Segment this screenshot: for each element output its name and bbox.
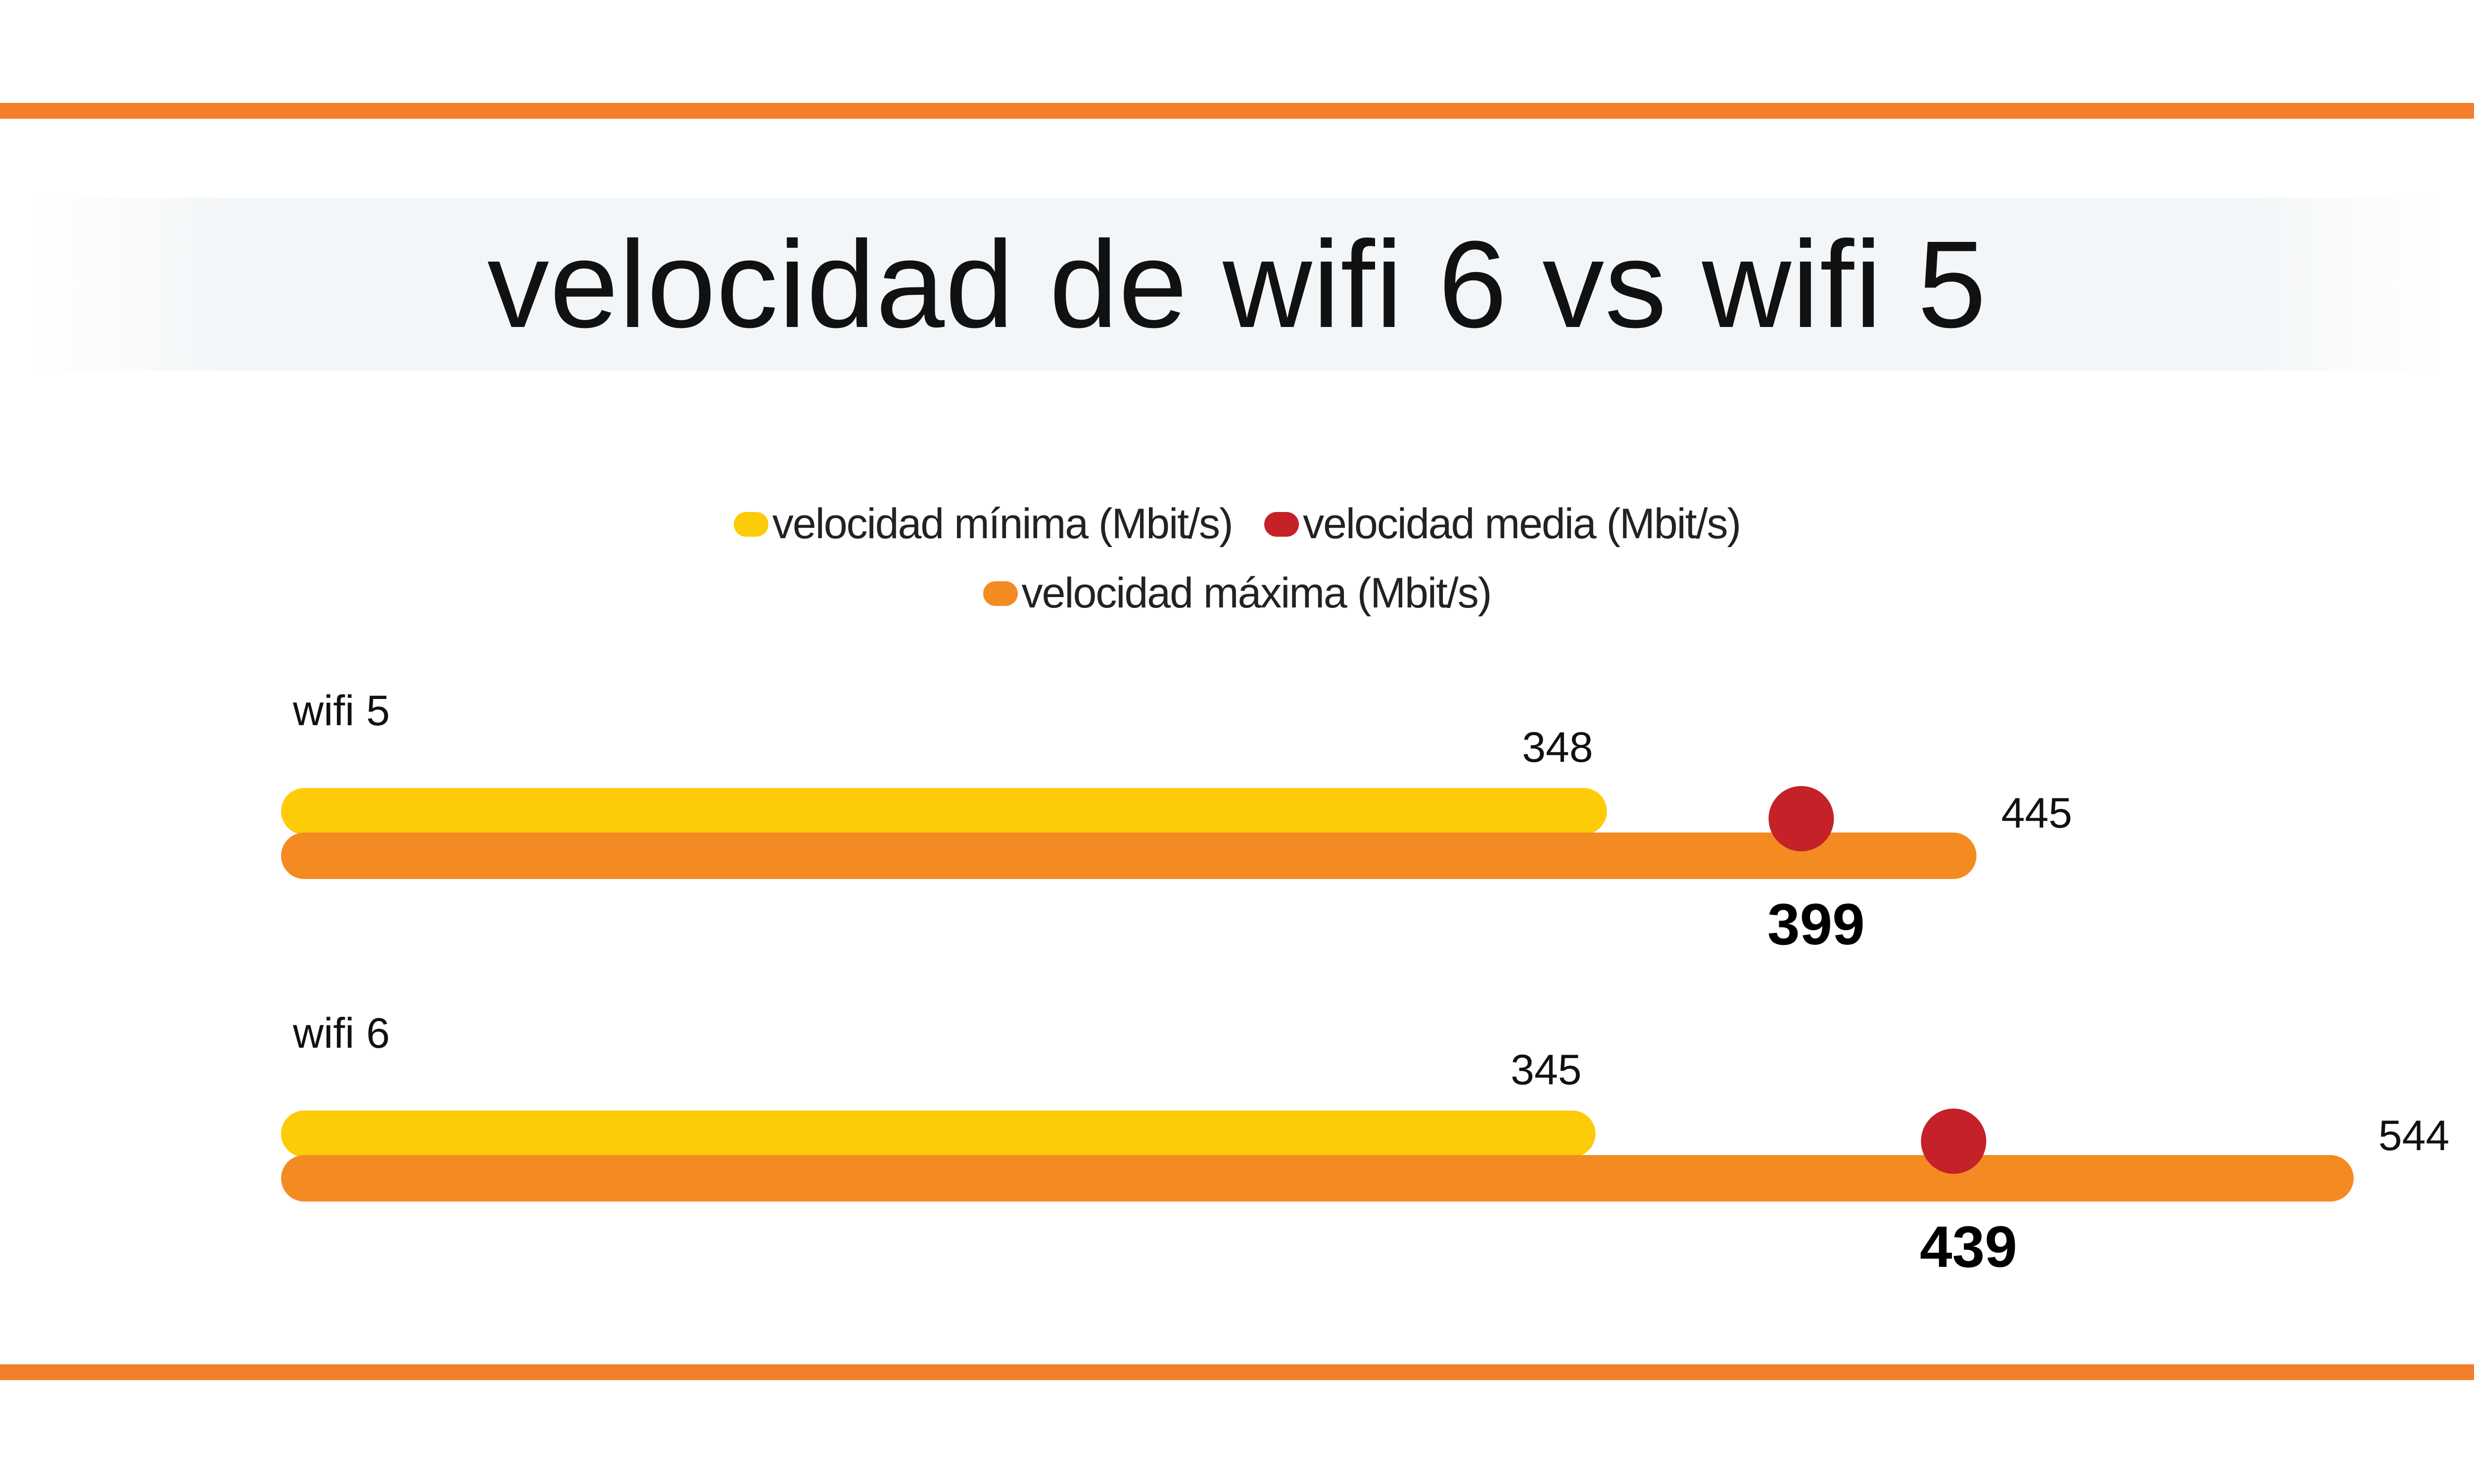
min-value-label-row-1: 348	[1522, 724, 1593, 771]
legend-swatch-minimum	[733, 511, 768, 537]
legend-label-minimum: velocidad mínima (Mbit/s)	[772, 500, 1234, 548]
chart-title: velocidad de wifi 6 vs wifi 5	[487, 215, 1987, 353]
category-label-row-1: wifi 5	[292, 687, 390, 735]
max-bar-row-2	[281, 1155, 2354, 1202]
mean-dot-row-1	[1768, 786, 1834, 851]
legend-item-mean: velocidad media (Mbit/s)	[1264, 500, 1741, 549]
legend-swatch-maximum	[983, 581, 1018, 606]
legend-item-maximum: velocidad máxima (Mbit/s)	[983, 569, 1492, 618]
top-rule	[0, 103, 2474, 119]
legend: velocidad mínima (Mbit/s) velocidad medi…	[0, 500, 2474, 549]
min-bar-row-1	[281, 788, 1607, 835]
bottom-rule	[0, 1364, 2474, 1380]
max-value-label-row-1: 445	[2001, 789, 2073, 837]
max-value-label-row-2: 544	[2379, 1112, 2450, 1159]
category-label-row-2: wifi 6	[292, 1010, 390, 1057]
mean-dot-row-2	[1921, 1109, 1987, 1174]
min-value-label-row-2: 345	[1511, 1046, 1582, 1094]
legend-label-mean: velocidad media (Mbit/s)	[1303, 500, 1741, 548]
mean-value-label-row-2: 439	[1920, 1214, 2017, 1280]
max-bar-row-1	[281, 833, 1977, 879]
legend-label-maximum: velocidad máxima (Mbit/s)	[1021, 569, 1492, 617]
legend-item-minimum: velocidad mínima (Mbit/s)	[733, 500, 1234, 549]
mean-value-label-row-1: 399	[1767, 892, 1865, 957]
legend-swatch-mean	[1264, 511, 1299, 537]
legend-second-row: velocidad máxima (Mbit/s)	[0, 569, 2474, 618]
min-bar-row-2	[281, 1111, 1596, 1157]
title-band	[30, 198, 2444, 371]
